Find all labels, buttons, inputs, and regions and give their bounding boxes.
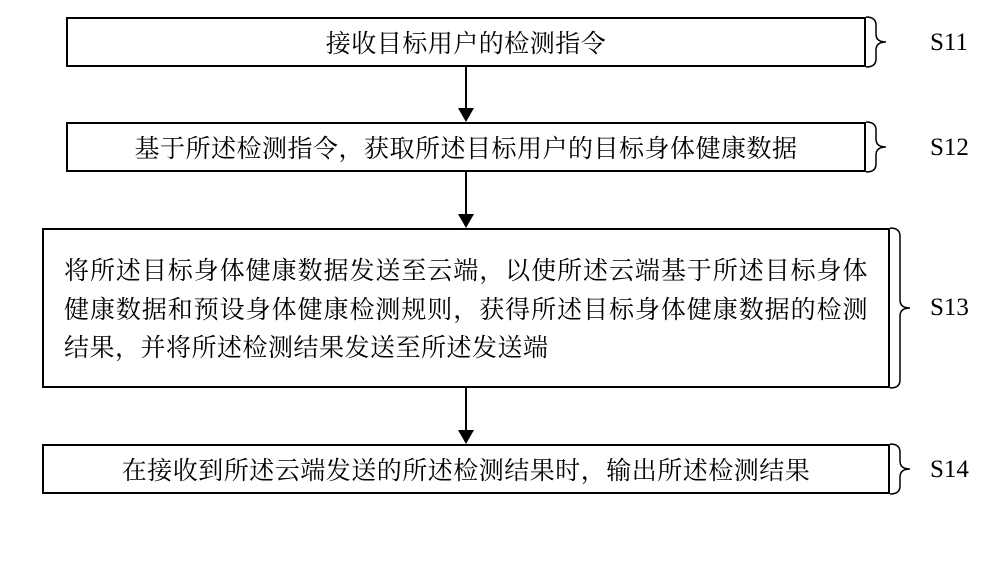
brace-s12 [862, 118, 890, 176]
step-label-s14: S14 [930, 456, 969, 484]
arrow-s13-to-s14 [456, 388, 476, 444]
flow-step-text: 接收目标用户的检测指令 [88, 23, 844, 62]
flow-step-text: 在接收到所述云端发送的所述检测结果时，输出所述检测结果 [64, 450, 868, 489]
brace-s14 [886, 440, 914, 498]
flow-step-s14: 在接收到所述云端发送的所述检测结果时，输出所述检测结果 [42, 444, 890, 494]
flow-step-s11: 接收目标用户的检测指令 [66, 17, 866, 67]
brace-s11 [862, 13, 890, 71]
step-label-s11: S11 [930, 29, 968, 57]
flow-step-s12: 基于所述检测指令，获取所述目标用户的目标身体健康数据 [66, 122, 866, 172]
arrow-s11-to-s12 [456, 67, 476, 122]
brace-s13 [886, 224, 914, 392]
flowchart-canvas: 接收目标用户的检测指令基于所述检测指令，获取所述目标用户的目标身体健康数据将所述… [0, 0, 1000, 584]
step-label-s13: S13 [930, 294, 969, 322]
arrow-s12-to-s13 [456, 172, 476, 228]
flow-step-text: 基于所述检测指令，获取所述目标用户的目标身体健康数据 [88, 128, 844, 167]
flow-step-s13: 将所述目标身体健康数据发送至云端，以使所述云端基于所述目标身体健康数据和预设身体… [42, 228, 890, 388]
step-label-s12: S12 [930, 134, 969, 162]
flow-step-text: 将所述目标身体健康数据发送至云端，以使所述云端基于所述目标身体健康数据和预设身体… [64, 250, 868, 366]
